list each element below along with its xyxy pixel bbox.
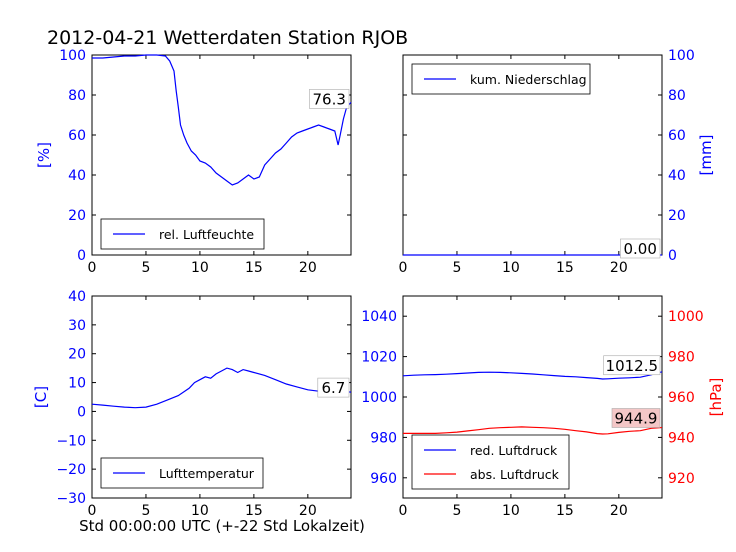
y-tick-label: 100 — [668, 48, 695, 64]
temperature-last-value: 6.7 — [321, 379, 345, 397]
humidity-line — [92, 54, 352, 186]
y-tick-label: 20 — [68, 208, 86, 224]
y-tick-label-left: 1020 — [361, 350, 397, 366]
x-tick-label: 15 — [245, 260, 263, 276]
x-tick-label: 0 — [399, 503, 408, 519]
y-tick-label: 30 — [68, 318, 86, 334]
y-tick-label-left: 1000 — [361, 390, 397, 406]
y-tick-label-right: 960 — [668, 390, 695, 406]
legend-label: rel. Luftfeuchte — [159, 227, 254, 242]
x-tick-label: 20 — [299, 260, 317, 276]
x-tick-label: 20 — [299, 503, 317, 519]
figure-xlabel: Std 00:00:00 UTC (+-22 Std Lokalzeit) — [79, 517, 365, 535]
x-tick-label: 10 — [502, 260, 520, 276]
legend-label: abs. Luftdruck — [470, 467, 560, 482]
x-tick-label: 20 — [610, 503, 628, 519]
y-tick-label: 60 — [668, 128, 686, 144]
y-tick-label: 40 — [68, 289, 86, 305]
absolute-pressure-last-value-box — [611, 408, 661, 428]
y-tick-label: 0 — [77, 248, 86, 264]
x-tick-label: 0 — [88, 503, 97, 519]
pressure-panel: 0 5 10 15 20 960 980 1000 1020 1040 920 940 960 980 10… — [361, 295, 725, 519]
y-axis-label: [mm] — [697, 135, 715, 176]
precipitation-last-value-box — [620, 238, 661, 259]
x-tick-label: 10 — [191, 503, 209, 519]
legend-label: kum. Niederschlag — [470, 72, 587, 87]
y-tick-label: 0 — [77, 404, 86, 420]
y-axis-label-right: [hPa] — [707, 378, 725, 417]
absolute-pressure-line — [403, 426, 663, 435]
y-tick-label-right: 940 — [668, 430, 695, 446]
figure-title: 2012-04-21 Wetterdaten Station RJOB — [47, 27, 408, 49]
humidity-last-value-box — [309, 89, 350, 109]
x-tick-label: 15 — [245, 503, 263, 519]
y-tick-label-right: 980 — [668, 350, 695, 366]
y-tick-label: −30 — [56, 491, 86, 507]
x-tick-label: 5 — [452, 260, 461, 276]
x-tick-label: 5 — [141, 260, 150, 276]
reduced-pressure-last-value: 1012.5 — [606, 357, 659, 375]
humidity-panel: 0 5 10 15 20 0 20 40 60 80 100 [%] 76.3 rel. Luftfeuc… — [35, 48, 352, 276]
x-tick-label: 10 — [502, 503, 520, 519]
precipitation-panel: 0 5 10 15 20 0 20 40 60 80 100 [mm] 0.00 kum. Nieders… — [399, 48, 715, 276]
reduced-pressure-last-value-box — [603, 355, 661, 376]
y-tick-label: −10 — [56, 433, 86, 449]
y-tick-label: 20 — [668, 208, 686, 224]
y-tick-label: −20 — [56, 462, 86, 478]
y-tick-label-left: 980 — [370, 430, 397, 446]
y-tick-label-right: 920 — [668, 471, 695, 487]
y-tick-label: 40 — [668, 168, 686, 184]
y-tick-label: 80 — [68, 88, 86, 104]
y-tick-label-left: 1040 — [361, 309, 397, 325]
y-axis-label: [C] — [32, 386, 50, 408]
humidity-last-value: 76.3 — [312, 90, 345, 108]
plot-frame — [91, 54, 352, 256]
legend-label: red. Luftdruck — [470, 443, 558, 458]
precipitation-last-value: 0.00 — [623, 240, 656, 258]
x-tick-label: 0 — [399, 260, 408, 276]
x-tick-label: 0 — [88, 260, 97, 276]
x-tick-label: 15 — [556, 503, 574, 519]
y-tick-label: 80 — [668, 88, 686, 104]
y-tick-label: 10 — [68, 376, 86, 392]
legend-label: Lufttemperatur — [159, 466, 255, 481]
pressure-legend — [411, 434, 570, 490]
temperature-last-value-box — [317, 377, 350, 398]
y-tick-label: 20 — [68, 347, 86, 363]
y-tick-label: 40 — [68, 168, 86, 184]
x-tick-label: 5 — [452, 503, 461, 519]
y-tick-label: 0 — [668, 248, 677, 264]
x-tick-label: 15 — [556, 260, 574, 276]
plot-frame — [91, 295, 352, 499]
y-axis-label: [%] — [35, 142, 53, 168]
absolute-pressure-last-value: 944.9 — [615, 410, 658, 428]
x-tick-label: 10 — [191, 260, 209, 276]
x-tick-label: 5 — [141, 503, 150, 519]
y-tick-label-left: 960 — [370, 471, 397, 487]
reduced-pressure-line — [402, 371, 663, 380]
y-tick-label: 60 — [68, 128, 86, 144]
temperature-panel: 0 5 10 15 20 −30 −20 −10 0 10 20 30 40 [C] 6.7 Lufttemp… — [32, 289, 352, 519]
x-tick-label: 20 — [610, 260, 628, 276]
temperature-line — [91, 367, 352, 409]
y-tick-label-right: 1000 — [668, 309, 704, 325]
y-tick-label: 100 — [59, 48, 86, 64]
